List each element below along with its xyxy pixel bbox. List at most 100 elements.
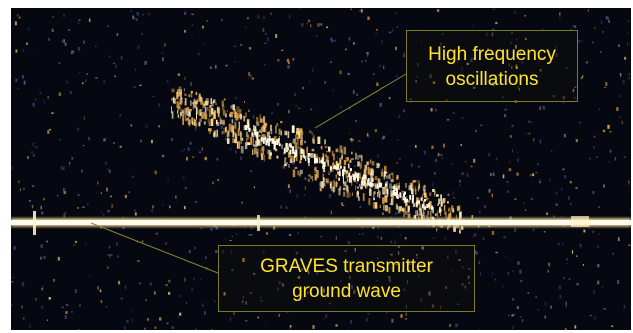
noise-speck — [311, 68, 314, 72]
noise-speck — [283, 267, 286, 270]
noise-speck — [301, 268, 304, 271]
noise-speck — [590, 315, 592, 317]
noise-speck — [537, 309, 540, 311]
noise-speck — [97, 181, 99, 185]
noise-speck — [23, 80, 26, 85]
echo-speck — [328, 146, 331, 152]
noise-speck — [171, 326, 174, 329]
echo-speck — [190, 91, 193, 98]
noise-speck — [598, 233, 600, 235]
noise-speck — [61, 40, 63, 43]
noise-speck — [42, 285, 44, 288]
echo-speck — [186, 118, 188, 121]
noise-speck — [436, 228, 438, 232]
echo-speck — [329, 183, 332, 189]
noise-speck — [403, 54, 405, 58]
noise-speck — [340, 202, 344, 206]
echo-ridge-speck — [268, 136, 271, 142]
echo-speck — [339, 185, 342, 190]
noise-speck — [347, 329, 350, 330]
echo-speck — [196, 113, 197, 120]
echo-speck — [221, 104, 225, 111]
echo-speck — [417, 185, 420, 192]
noise-speck — [465, 160, 467, 163]
echo-speck — [195, 119, 197, 126]
noise-speck — [511, 314, 514, 317]
echo-speck — [384, 194, 388, 198]
noise-speck — [240, 109, 242, 111]
noise-speck — [330, 61, 332, 64]
noise-speck — [267, 37, 269, 42]
echo-speck — [204, 113, 208, 120]
echo-speck — [339, 159, 342, 164]
noise-speck — [53, 278, 56, 282]
echo-speck — [323, 177, 325, 183]
noise-speck — [264, 42, 266, 44]
noise-speck — [323, 288, 325, 293]
noise-speck — [48, 128, 52, 131]
noise-speck — [164, 242, 168, 245]
noise-speck — [409, 98, 412, 100]
echo-speck — [343, 181, 347, 187]
noise-speck — [437, 153, 440, 157]
noise-speck — [432, 81, 436, 84]
noise-speck — [83, 40, 85, 44]
echo-speck — [425, 197, 429, 201]
echo-ridge-speck — [352, 173, 355, 177]
noise-speck — [229, 147, 232, 151]
annotation-line: GRAVES transmitter — [260, 256, 433, 277]
noise-speck — [328, 194, 332, 198]
noise-speck — [628, 73, 630, 76]
noise-speck — [558, 16, 561, 20]
noise-speck — [11, 281, 14, 283]
echo-speck — [405, 183, 407, 188]
noise-speck — [359, 233, 361, 235]
noise-speck — [525, 209, 527, 211]
echo-speck — [310, 175, 312, 179]
noise-speck — [327, 171, 330, 175]
echo-speck — [304, 140, 306, 144]
noise-speck — [100, 300, 103, 303]
echo-ridge-speck — [428, 202, 431, 208]
echo-ridge-speck — [251, 132, 254, 137]
echo-speck — [216, 129, 218, 137]
noise-speck — [470, 165, 473, 168]
noise-speck — [486, 32, 488, 37]
noise-speck — [128, 191, 130, 194]
noise-speck — [186, 156, 188, 161]
noise-speck — [77, 127, 79, 131]
echo-speck — [236, 141, 239, 149]
noise-speck — [132, 15, 135, 19]
noise-speck — [593, 290, 596, 295]
echo-ridge-speck — [371, 178, 374, 182]
noise-speck — [495, 251, 498, 254]
echo-speck — [388, 173, 391, 180]
noise-speck — [72, 50, 75, 53]
echo-speck — [335, 148, 339, 153]
noise-speck — [15, 49, 18, 53]
echo-speck — [377, 187, 380, 194]
noise-speck — [503, 236, 506, 239]
echo-speck — [391, 172, 394, 176]
echo-speck — [310, 153, 314, 158]
noise-speck — [64, 212, 67, 215]
echo-speck — [208, 131, 211, 135]
noise-speck — [223, 292, 226, 296]
noise-speck — [431, 304, 434, 308]
echo-speck — [180, 92, 182, 100]
noise-speck — [479, 272, 481, 276]
annotation-line: High frequency — [428, 44, 556, 65]
noise-speck — [514, 11, 517, 14]
echo-speck — [343, 160, 347, 166]
echo-ridge-speck — [285, 143, 288, 149]
echo-speck — [256, 148, 259, 153]
noise-speck — [609, 131, 612, 133]
noise-speck — [225, 64, 228, 67]
echo-speck — [184, 98, 187, 106]
echo-speck — [369, 159, 372, 164]
noise-speck — [401, 190, 404, 192]
echo-speck — [308, 162, 310, 167]
noise-speck — [43, 255, 46, 259]
echo-speck — [225, 113, 227, 117]
noise-speck — [260, 300, 263, 302]
